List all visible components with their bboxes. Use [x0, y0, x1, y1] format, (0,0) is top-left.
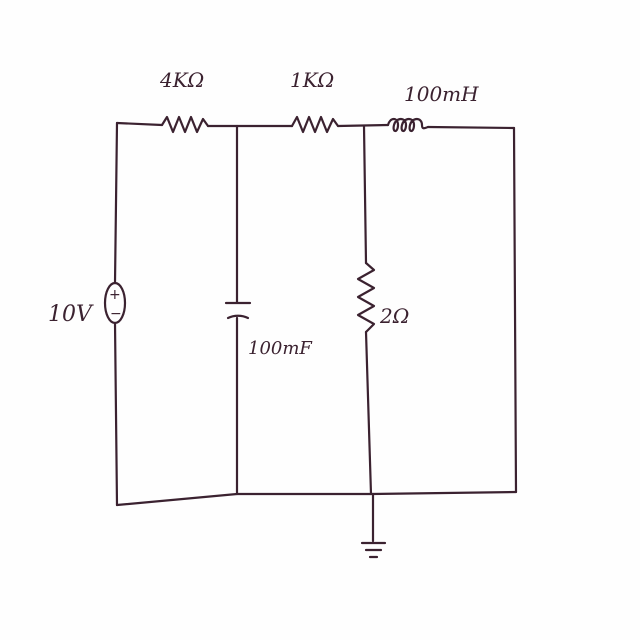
resistor-1-symbol — [160, 115, 210, 134]
ground-icon — [360, 541, 387, 559]
voltage-source-label: 10V — [48, 302, 92, 327]
resistor-2-symbol — [290, 115, 340, 134]
resistor-3-label: 2Ω — [380, 304, 410, 328]
right-wire — [512, 126, 518, 494]
top-wire-mid2 — [336, 123, 390, 128]
inductor-label: 100mH — [404, 82, 479, 106]
inductor-symbol — [386, 117, 430, 133]
left-wire-lower — [113, 321, 119, 507]
capacitor-plate-bottom — [226, 314, 250, 320]
resistor-3-wire-upper — [362, 124, 368, 265]
left-wire-upper — [113, 121, 119, 285]
top-wire-right — [426, 125, 516, 130]
voltage-source-plus: + — [109, 287, 121, 303]
voltage-source-symbol — [103, 281, 127, 325]
resistor-1-label: 4KΩ — [160, 68, 205, 92]
bottom-wire — [115, 490, 518, 507]
resistor-2-label: 1KΩ — [290, 68, 335, 92]
voltage-source-minus: − — [110, 306, 122, 322]
capacitor-label: 100mF — [248, 338, 312, 359]
top-wire-left — [115, 121, 164, 127]
resistor-3-symbol — [356, 261, 376, 334]
resistor-3-wire-lower — [364, 330, 373, 496]
